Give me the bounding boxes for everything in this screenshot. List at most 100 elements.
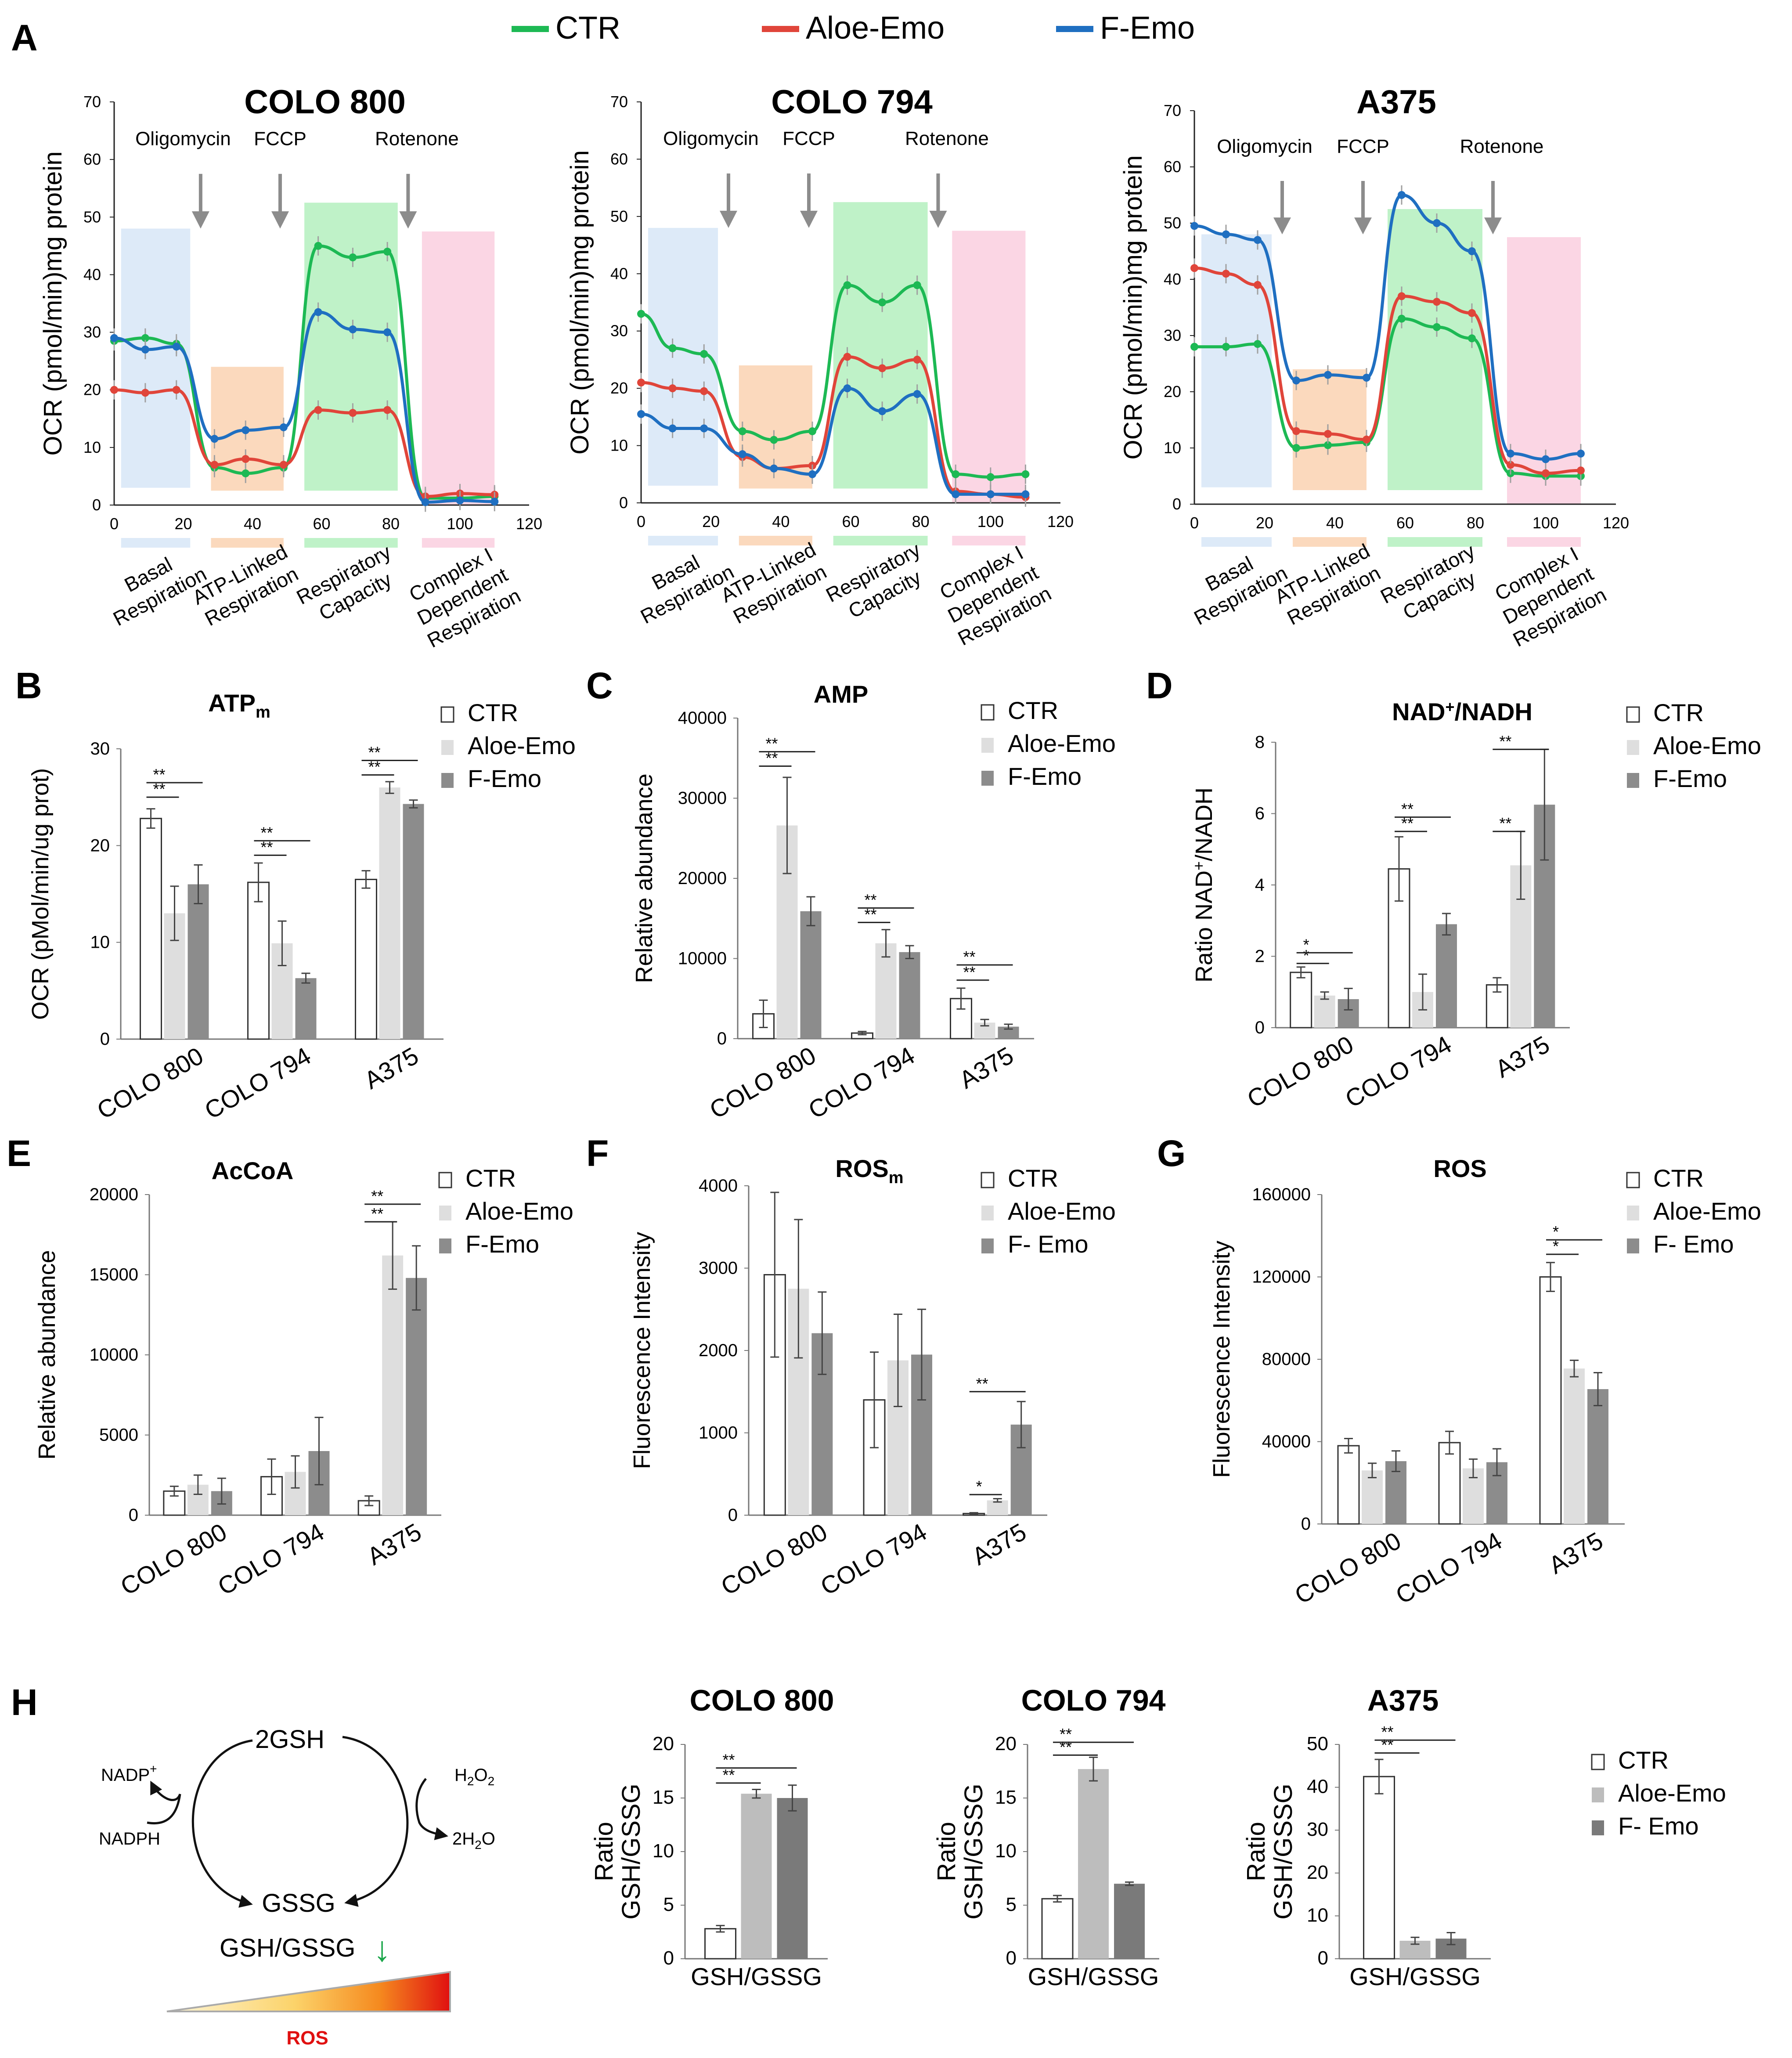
legend-swatch (441, 740, 454, 755)
legend-label: CTR (1008, 1164, 1058, 1192)
data-point (314, 242, 322, 250)
data-point (349, 409, 357, 417)
y-tick-label: 0 (100, 1029, 110, 1049)
y-tick-label: 15000 (90, 1265, 138, 1285)
data-point (1577, 466, 1585, 475)
legend-swatch (1592, 1820, 1604, 1835)
sig-label: ** (723, 1766, 735, 1784)
y-tick-label: 70 (610, 93, 628, 111)
injection-arrow-head (1484, 217, 1502, 235)
y-tick-label: 3000 (699, 1259, 738, 1278)
bar-CTR (1363, 1776, 1395, 1960)
x-tick-label: 40 (1326, 514, 1344, 532)
sig-label: ** (963, 963, 976, 981)
chart-title: COLO 794 (771, 83, 932, 121)
region-band-0 (121, 228, 191, 488)
bar-Aloe-Emo (741, 1794, 772, 1959)
data-point (808, 470, 816, 478)
y-tick-label: 10 (653, 1840, 674, 1862)
category-label: GSH/GSSG (1028, 1963, 1159, 1990)
y-axis-title: Ratio NAD+/NADH (1190, 787, 1217, 982)
injection-arrow-head (191, 211, 209, 229)
data-point (1254, 281, 1262, 289)
ocr-chart-0: 0 10 20 30 40 50 60 70 0 20 40 60 80 100 120 OCR (pmol/… (39, 83, 542, 652)
y-tick-label: 2 (1255, 947, 1265, 966)
x-tick-label: 80 (382, 515, 400, 533)
data-point (1190, 264, 1198, 272)
y-tick-label: 50 (1164, 214, 1181, 232)
region-strip-1 (739, 536, 812, 545)
data-point (141, 389, 149, 397)
title-sub: m (889, 1169, 904, 1187)
legend-label: CTR (1653, 699, 1704, 726)
bar-F-Emo (800, 911, 822, 1039)
data-point (1324, 430, 1332, 438)
injection-label: FCCP (254, 128, 306, 149)
y-tick-label: 70 (83, 93, 101, 111)
legend-swatch (1592, 1787, 1604, 1802)
h2o-sub: 2 (475, 1838, 482, 1852)
category-label: COLO 800 (716, 1518, 832, 1600)
y-tick-label: 20000 (678, 869, 727, 888)
injection-label: Oligomycin (135, 128, 231, 149)
bar-CTR (1041, 1898, 1074, 1960)
y-tick-label: 120000 (1252, 1267, 1311, 1287)
y-tick-label: 40 (610, 264, 628, 282)
legend-label: F-Emo (465, 1230, 539, 1258)
y-tick-label: 0 (1006, 1947, 1017, 1969)
injection-arrow-head (399, 211, 417, 229)
y-axis-title: Fluorescence Intensity (629, 1232, 655, 1469)
data-point (141, 345, 149, 354)
y-tick-label: 20 (90, 836, 110, 855)
y-tick-label: 5 (663, 1894, 674, 1915)
x-tick-label: 100 (447, 515, 473, 533)
sig-label: * (976, 1477, 982, 1495)
schematic-ratio: GSH/GSSG (220, 1934, 355, 1962)
legend-label: Aloe-Emo (1008, 729, 1116, 757)
data-point (1222, 343, 1230, 351)
region-strip-0 (121, 538, 191, 548)
y-tick-label: 15 (995, 1787, 1017, 1808)
region-band-1 (1293, 369, 1367, 490)
y-tick-label: 20 (83, 381, 101, 399)
schematic-nadp: NADP+ (101, 1762, 157, 1785)
y-axis-title-line: Ratio (590, 1822, 618, 1881)
legend-label: CTR (1618, 1746, 1669, 1774)
sig-label: ** (261, 823, 273, 841)
bar-CTR (704, 1928, 736, 1960)
data-point (314, 308, 322, 316)
nadp-base: NADP (101, 1766, 150, 1785)
legend-label: Aloe-Emo (1653, 732, 1761, 759)
data-point (1398, 191, 1406, 199)
data-point (242, 469, 250, 477)
bar-CTR (1438, 1442, 1461, 1525)
injection-label: Oligomycin (1217, 136, 1312, 157)
data-point (1324, 441, 1332, 449)
bar-F- Emo (1114, 1884, 1145, 1959)
y-axis-title-line: GSH/GSSG (959, 1784, 988, 1919)
data-point (1542, 455, 1550, 463)
category-label: COLO 794 (816, 1518, 931, 1600)
sig-label: * (1553, 1223, 1559, 1241)
y-tick-label: 20 (995, 1733, 1017, 1755)
legend-swatch (981, 738, 994, 753)
data-point (421, 498, 429, 506)
category-label: A375 (1544, 1527, 1608, 1579)
data-point (843, 281, 851, 289)
data-point (738, 427, 746, 435)
series-line-F-Emo (114, 311, 495, 504)
data-point (668, 384, 677, 393)
data-point (1021, 470, 1030, 478)
category-label: COLO 800 (705, 1041, 820, 1124)
y-tick-label: 60 (83, 150, 101, 168)
legend-swatch (981, 1238, 994, 1253)
legend-swatch (1627, 740, 1639, 755)
